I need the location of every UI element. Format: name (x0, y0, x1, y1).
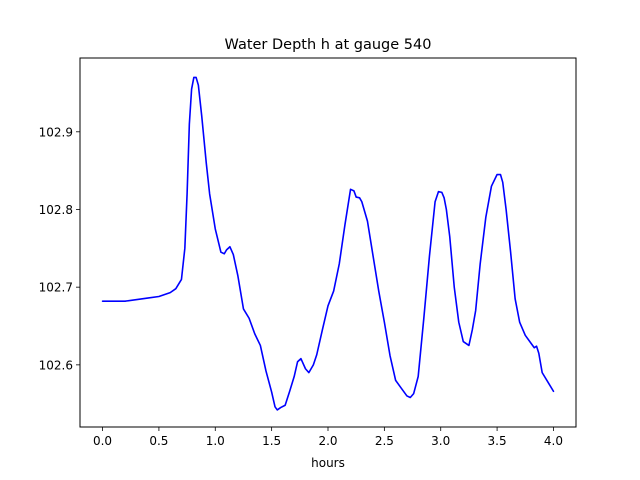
series-line-0 (101, 76, 555, 411)
axis-ticks: 0.0 0.5 1.0 1.5 2.0 2.5 3.0 3.5 4.0 102.6 102.7 102… (39, 125, 563, 448)
y-tick-label: 102.6 (39, 358, 73, 372)
y-tick-label: 102.8 (39, 203, 73, 217)
x-tick-label: 1.5 (262, 434, 281, 448)
y-tick-label: 102.7 (39, 281, 73, 295)
x-tick-label: 0.0 (93, 434, 112, 448)
x-tick-label: 3.0 (431, 434, 450, 448)
plot-area (101, 76, 555, 411)
x-tick-label: 1.0 (206, 434, 225, 448)
x-tick-label: 0.5 (149, 434, 168, 448)
x-tick-label: 3.5 (488, 434, 507, 448)
x-tick-label: 4.0 (544, 434, 563, 448)
x-tick-label: 2.0 (318, 434, 337, 448)
chart-title: Water Depth h at gauge 540 (225, 37, 432, 53)
x-axis-label: hours (311, 456, 345, 470)
x-tick-label: 2.5 (375, 434, 394, 448)
y-tick-label: 102.9 (39, 125, 73, 139)
plot-frame (79, 57, 577, 428)
